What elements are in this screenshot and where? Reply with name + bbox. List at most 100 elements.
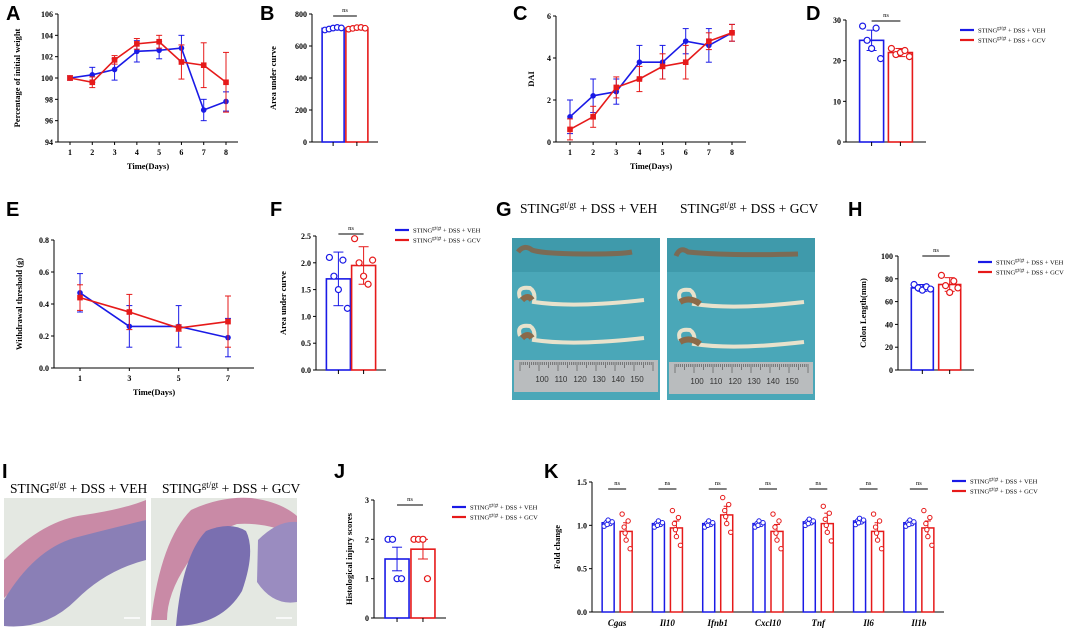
chart-h-bar-veh (910, 287, 935, 371)
chart-a-series-gcv-line (69, 40, 227, 84)
chart-e-point (77, 294, 83, 301)
chart-k-datapoint (705, 522, 711, 529)
chart-k-datapoint (823, 522, 829, 529)
chart-b-y-tick-label: 0 (303, 138, 307, 147)
panel-label-f: F (270, 199, 282, 221)
chart-k-bar-ifnb1-veh (701, 522, 716, 613)
chart-c-point (636, 59, 643, 65)
chart-f-datapoint (330, 272, 338, 280)
chart-c-point (729, 30, 735, 36)
chart-c-x-tick-label: 7 (707, 148, 711, 157)
chart-j-y-tick-label: 0 (365, 614, 369, 623)
chart-k-datapoint (623, 537, 629, 543)
chart-e-y-tick-label: 0.2 (39, 332, 49, 341)
chart-c-x-tick-label: 2 (591, 148, 595, 157)
chart-k-bar-il10-gcv (669, 527, 684, 613)
chart-k-datapoint (828, 538, 834, 544)
chart-b-datapoint (337, 24, 345, 32)
panel-label-i: I (2, 461, 8, 483)
chart-k-datapoint (878, 546, 885, 552)
chart-d-datapoint (876, 55, 885, 63)
chart-e-y-label: Withdrawal threshold (g) (14, 258, 24, 350)
panel-label-c: C (513, 3, 527, 25)
chart-a-point (200, 62, 207, 68)
chart-k-datapoint (621, 524, 627, 530)
chart-e-y-tick-label: 0.8 (39, 236, 49, 245)
chart-f-datapoint (360, 272, 368, 280)
ruler-mark-label: 110 (555, 375, 568, 384)
chart-h-datapoint (954, 284, 962, 292)
chart-k-datapoint (772, 524, 778, 530)
chart-e-y-tick-label: 0.0 (39, 364, 49, 373)
chart-b-y-tick-label: 200 (295, 106, 307, 115)
chart-k-datapoint (874, 537, 881, 543)
chart-b-y-tick-label: 600 (295, 42, 307, 51)
panel-label-j: J (334, 461, 345, 483)
chart-k-ns-label: ns (765, 480, 771, 487)
chart-k-datapoint (906, 521, 912, 528)
chart-k-datapoint (873, 530, 880, 536)
chart-k-datapoint (755, 522, 761, 529)
tissue-region (176, 526, 251, 626)
chart-k-datapoint (860, 517, 867, 523)
chart-f-datapoint (339, 256, 347, 264)
legend-d-entry: STINGgt/gt + DSS + VEH (978, 27, 1046, 35)
colon-sample (516, 244, 633, 257)
chart-h-y-label: Colon Length(mm) (858, 278, 868, 348)
chart-c-point (567, 126, 573, 133)
chart-e-series-gcv-line (79, 296, 229, 329)
chart-a-point (134, 48, 140, 55)
chart-c-y-label: DAI (526, 71, 536, 87)
chart-a-point (67, 75, 73, 81)
chart-k-bar-il1b-gcv (921, 527, 935, 613)
chart-k-category-label: Cgas (608, 618, 627, 628)
chart-c-x-tick-label: 1 (568, 148, 572, 157)
chart-d-datapoint (905, 52, 914, 61)
ruler-mark-label: 120 (728, 377, 742, 386)
chart-j-ns-label: ns (407, 496, 413, 503)
chart-h-datapoint (941, 282, 950, 290)
chart-c-point (636, 76, 643, 82)
chart-k-datapoint (654, 522, 661, 529)
chart-h-bar-gcv (937, 283, 962, 371)
chart-k-bar-il1b-veh (903, 521, 917, 613)
ruler-mark-label: 110 (710, 377, 723, 386)
chart-f-datapoint (325, 253, 333, 262)
chart-a-x-tick-label: 5 (157, 148, 161, 157)
chart-a-point (89, 79, 96, 86)
chart-k-datapoint (604, 521, 610, 528)
chart-a-point (156, 47, 162, 54)
chart-a-y-tick-label: 96 (45, 117, 53, 126)
chart-j-y-tick-label: 1 (365, 575, 369, 584)
chart-f-datapoint (343, 304, 351, 312)
chart-k-datapoint (872, 524, 879, 530)
chart-k-ns-label: ns (715, 480, 721, 487)
colon-sample (519, 332, 535, 341)
chart-k-y-tick-label: 1.5 (577, 478, 587, 487)
chart-k-datapoint (778, 546, 784, 552)
chart-k-datapoint (776, 518, 782, 524)
chart-k-datapoint (722, 507, 728, 514)
chart-h-datapoint (926, 285, 935, 293)
chart-k-datapoint (876, 518, 883, 524)
chart-d-datapoint (901, 46, 909, 55)
chart-c-point (613, 84, 620, 91)
chart-k-ns-label: ns (614, 480, 620, 487)
chart-b-bar-veh (321, 27, 345, 143)
chart-h-y-tick-label: 60 (885, 298, 893, 307)
chart-d-y-tick-label: 30 (833, 16, 841, 25)
chart-b-y-label: Area under curve (268, 46, 278, 110)
chart-a-point (111, 57, 118, 63)
legend-k-entry: STINGgt/gt + DSS + VEH (970, 478, 1038, 486)
ruler-mark-label: 130 (747, 377, 761, 386)
chart-a-x-tick-label: 4 (135, 148, 139, 157)
chart-c-x-tick-label: 3 (614, 148, 618, 157)
chart-d-ns-label: ns (883, 12, 889, 19)
colon-sample (519, 294, 535, 303)
chart-k-y-tick-label: 0.5 (577, 565, 587, 574)
chart-c-point (590, 93, 596, 99)
chart-k-datapoint (826, 510, 832, 516)
panel-label-a: A (6, 3, 20, 25)
legend-j-entry: STINGgt/gt + DSS + VEH (470, 504, 538, 512)
